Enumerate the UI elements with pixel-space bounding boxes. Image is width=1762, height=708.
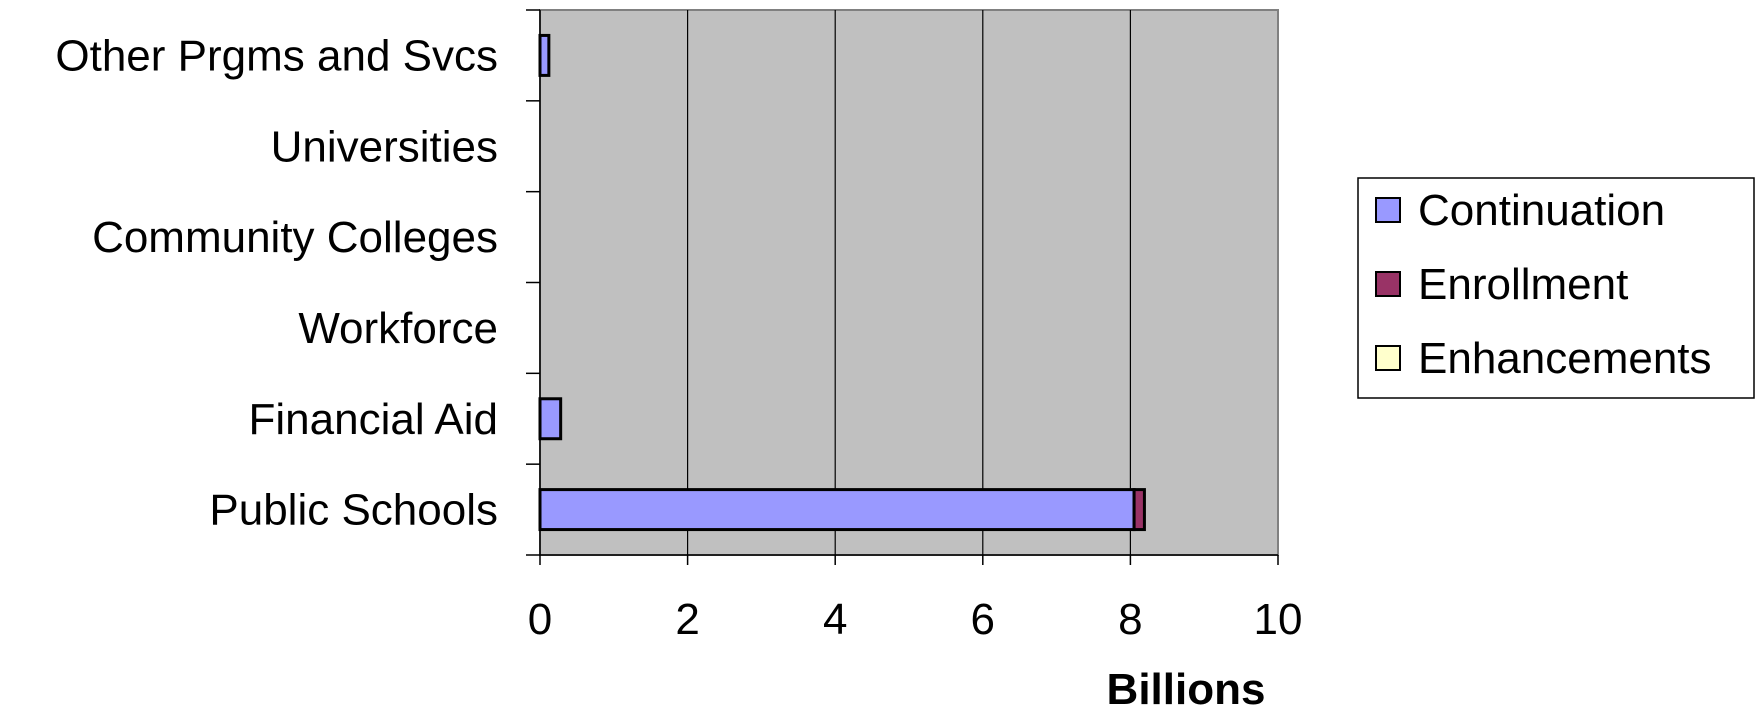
legend: Continuation Enrollment Enhancements (1357, 177, 1755, 399)
category-label: Community Colleges (92, 213, 498, 262)
legend-swatch (1375, 271, 1401, 297)
bar-segment (538, 397, 563, 441)
legend-swatch (1375, 345, 1401, 371)
plot-area (539, 9, 1279, 556)
x-tick-label: 0 (528, 595, 552, 644)
legend-swatch (1375, 197, 1401, 223)
category-label: Universities (271, 122, 498, 171)
x-tick-label: 10 (1254, 595, 1303, 644)
legend-label: Enhancements (1418, 334, 1712, 383)
category-label: Other Prgms and Svcs (55, 31, 498, 80)
category-label: Financial Aid (249, 395, 498, 444)
x-tick-label: 2 (675, 595, 699, 644)
category-label: Workforce (298, 304, 498, 353)
bar-segment (1132, 488, 1146, 532)
bar-group (538, 33, 1146, 532)
x-tick-label: 8 (1118, 595, 1142, 644)
category-label: Public Schools (209, 486, 498, 535)
bar-segment (538, 488, 1136, 532)
grid-lines (686, 10, 1132, 555)
y-axis: Public Schools Financial Aid Workforce Comm… (55, 9, 541, 556)
x-tick-label: 6 (971, 595, 995, 644)
x-axis: 0 2 4 6 8 10 (528, 554, 1303, 644)
bar-segment (538, 33, 551, 77)
x-axis-title: Billions (1107, 665, 1266, 708)
x-tick-label: 4 (823, 595, 847, 644)
legend-label: Continuation (1418, 186, 1665, 235)
legend-label: Enrollment (1418, 260, 1628, 309)
legend-box (1357, 177, 1755, 399)
